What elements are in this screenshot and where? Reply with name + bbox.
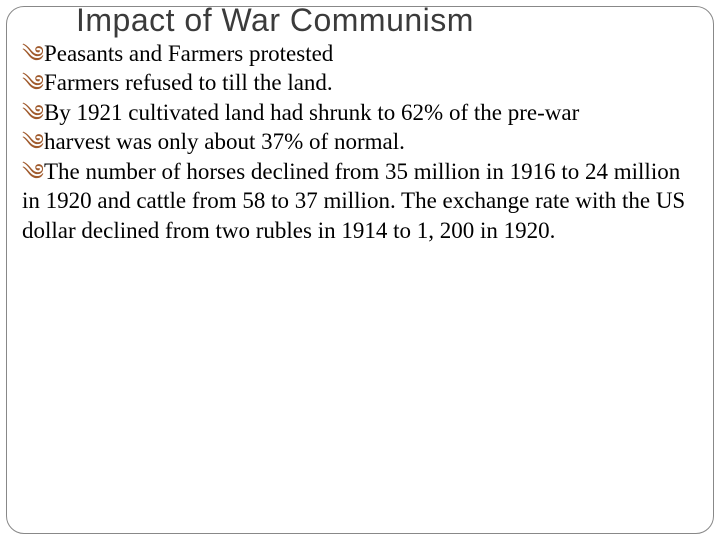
bullet-text: The number of horses declined from 35 mi… [22,159,685,243]
bullet-text: Farmers refused to till the land. [44,70,333,95]
bullet-icon: ༄ [22,130,44,155]
bullet-icon: ༄ [22,71,44,96]
slide-title: Impact of War Communism [18,0,702,39]
list-item: ༄By 1921 cultivated land had shrunk to 6… [22,98,702,127]
bullet-icon: ༄ [22,160,44,185]
list-item: ༄Farmers refused to till the land. [22,68,702,97]
bullet-text: By 1921 cultivated land had shrunk to 62… [44,100,579,125]
bullet-icon: ༄ [22,42,44,67]
list-item: ༄harvest was only about 37% of normal. [22,127,702,156]
list-item: ༄Peasants and Farmers protested [22,39,702,68]
slide-content: Impact of War Communism ༄Peasants and Fa… [0,0,720,245]
bullet-icon: ༄ [22,101,44,126]
bullet-text: harvest was only about 37% of normal. [44,129,405,154]
bullet-text: Peasants and Farmers protested [44,41,333,66]
bullet-list: ༄Peasants and Farmers protested ༄Farmers… [18,39,702,245]
list-item: ༄The number of horses declined from 35 m… [22,157,702,245]
